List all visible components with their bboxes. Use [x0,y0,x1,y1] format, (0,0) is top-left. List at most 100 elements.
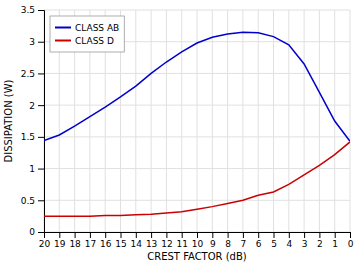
tick-label: 13 [146,239,157,249]
grid-line-x [212,10,213,232]
tick-label: 6 [256,239,262,249]
tick: 3 [302,232,308,249]
legend-item: CLASS AB [55,23,119,33]
tick-mark [289,232,290,238]
chart: 2019181716151413121110987654321000.511.5… [0,0,362,266]
tick-label: 0 [29,227,35,237]
tick-mark [166,232,167,238]
tick-mark [350,232,351,238]
legend-box [50,16,124,52]
grid-line-x [227,10,228,232]
tick-mark [136,232,137,238]
tick: 1 [332,232,338,249]
tick-mark [121,232,122,238]
tick-mark [304,232,305,238]
grid-line-y [44,10,350,11]
tick-mark [228,232,229,238]
grid-line-y [44,73,350,74]
tick-label: 19 [54,239,66,249]
tick: 0.5 [21,196,44,206]
tick-label: 11 [176,239,187,249]
tick: 3.5 [21,5,44,15]
tick-mark [151,232,152,238]
tick: 7 [241,232,247,249]
tick-label: 4 [286,239,292,249]
tick-mark [335,232,336,238]
tick-label: 9 [210,239,216,249]
tick: 19 [54,232,66,249]
grid-line-x [273,10,274,232]
tick: 13 [146,232,157,249]
tick: 0 [29,227,44,237]
tick-label: 16 [100,239,112,249]
tick-mark [38,169,44,170]
grid-line-y [44,200,350,201]
tick: 2.5 [21,69,44,79]
tick: 12 [161,232,172,249]
tick: 10 [192,232,204,249]
tick: 3 [29,37,44,47]
tick-label: 0 [348,239,354,249]
tick: 9 [210,232,216,249]
axis-line [45,233,351,239]
tick-mark [90,232,91,238]
tick: 0 [348,232,354,249]
x-axis-label: CREST FACTOR (dB) [147,251,247,262]
tick-mark [38,137,44,138]
series-line [44,142,350,216]
tick-mark [258,232,259,238]
grid-line-y [44,168,350,169]
legend-item: CLASS D [55,36,114,46]
grid-line-x [135,10,136,232]
tick-mark [105,232,106,238]
grid-line-x [319,10,320,232]
series-group [44,32,350,216]
tick-mark [38,10,44,11]
grid-line-x [181,10,182,232]
tick-label: 3.5 [21,5,35,15]
tick-label: 1 [29,164,35,174]
tick-label: 7 [241,239,247,249]
tick: 5 [271,232,277,249]
tick-label: 10 [192,239,204,249]
tick: 20 [39,232,51,249]
grid-line-y [44,105,350,106]
tick-label: 14 [131,239,143,249]
grid-line-x [151,10,152,232]
grid-line-x [304,10,305,232]
tick-label: 1.5 [21,132,35,142]
tick: 8 [225,232,231,249]
grid-line-x [350,10,351,232]
tick: 16 [100,232,112,249]
tick-label: 17 [85,239,96,249]
legend-label: CLASS D [75,36,114,46]
tick-label: 18 [69,239,81,249]
legend-swatch [55,27,71,29]
tick-label: 12 [161,239,172,249]
grid-line-x [258,10,259,232]
tick: 11 [176,232,187,249]
tick-mark [38,42,44,43]
tick: 17 [85,232,96,249]
grid [44,10,350,232]
tick: 18 [69,232,81,249]
x-axis: 20191817161514131211109876543210 [39,232,354,249]
tick: 2 [29,101,44,111]
tick-mark [243,232,244,238]
tick-mark [38,232,44,233]
tick-mark [38,200,44,201]
tick: 1 [29,164,44,174]
tick-label: 2 [317,239,323,249]
tick-mark [182,232,183,238]
tick-label: 15 [115,239,126,249]
tick: 4 [286,232,292,249]
tick-label: 2 [29,101,35,111]
tick-label: 3 [29,37,35,47]
tick-label: 0.5 [21,196,35,206]
grid-line-x [166,10,167,232]
tick: 15 [115,232,126,249]
tick: 2 [317,232,323,249]
tick: 6 [256,232,262,249]
tick-mark [59,232,60,238]
tick-label: 3 [302,239,308,249]
